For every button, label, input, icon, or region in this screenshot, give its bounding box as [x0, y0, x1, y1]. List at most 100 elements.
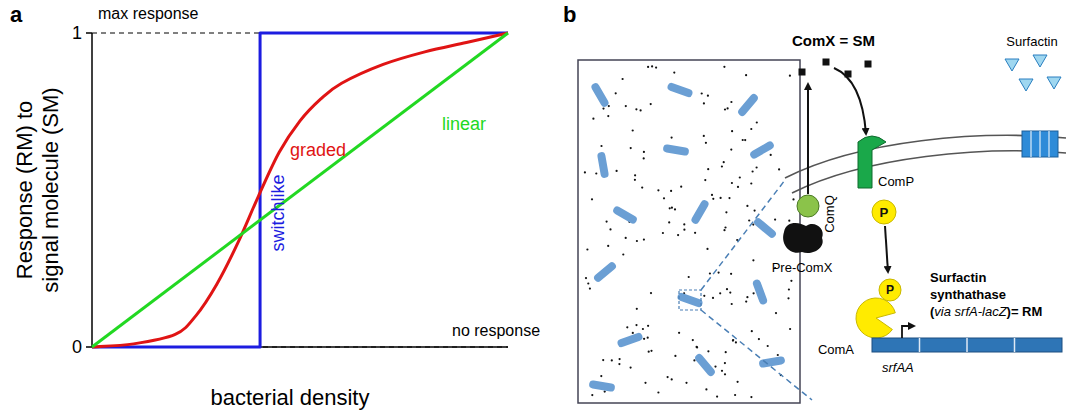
- gene: [872, 338, 1062, 352]
- signal-dot: [706, 248, 708, 250]
- signal-dot: [635, 324, 637, 326]
- signal-dot: [724, 362, 726, 364]
- signal-dot: [724, 226, 726, 228]
- signal-dot: [647, 337, 649, 339]
- bacterium: [676, 292, 703, 308]
- transporter: [1022, 131, 1058, 157]
- signal-dot: [719, 292, 721, 294]
- signal-dot: [622, 78, 624, 80]
- signal-dot: [742, 139, 744, 141]
- signal-dot: [732, 339, 734, 341]
- signal-dot: [589, 288, 591, 290]
- bacterium: [616, 332, 643, 348]
- promoter: [902, 326, 914, 338]
- signal-dot: [737, 186, 739, 188]
- signal-dot: [767, 345, 769, 347]
- signal-dot: [734, 394, 736, 396]
- x-axis-title: bacterial density: [211, 385, 370, 410]
- signal-dot: [732, 340, 734, 342]
- series-line: [92, 33, 508, 347]
- signal-dot: [723, 161, 725, 163]
- signal-dot: [657, 189, 659, 191]
- signal-dot: [640, 109, 642, 111]
- y-axis-title-line: signal molecule (SM): [38, 87, 63, 292]
- signal-dot: [787, 297, 789, 299]
- signal-dot: [731, 303, 733, 305]
- bacterium: [694, 352, 717, 377]
- signal-dot: [723, 66, 725, 68]
- series-line: [92, 33, 508, 347]
- signal-dot: [789, 75, 791, 77]
- series-label: switchlike: [268, 174, 288, 251]
- signal-dot: [756, 166, 758, 168]
- surfactin: [1019, 79, 1033, 91]
- signal-dot: [723, 229, 725, 231]
- signal-dot: [756, 121, 758, 123]
- signal-dot: [607, 115, 609, 117]
- signal-dot: [707, 350, 709, 352]
- signal-dot: [752, 259, 754, 261]
- pre-comx: [783, 223, 823, 253]
- signal-dot: [671, 378, 673, 380]
- signal-dot: [750, 182, 752, 184]
- signal-dot: [701, 92, 703, 94]
- signal-dot: [693, 359, 695, 361]
- transporter-divider: [1039, 131, 1040, 157]
- signal-dot: [711, 194, 713, 196]
- synthase-part: )= RM: [1007, 304, 1043, 319]
- signal-dot: [647, 325, 649, 327]
- bacterium: [749, 140, 776, 160]
- synthase-label: Surfactinsynthathase(via srfA-lacZ)= RM: [930, 270, 1042, 319]
- y-axis-title-line: Response (RM) to: [12, 101, 37, 280]
- signal-dot: [718, 272, 720, 274]
- signal-dot: [778, 168, 780, 170]
- signal-dot: [730, 273, 732, 275]
- surfactin: [1033, 55, 1047, 67]
- signal-dot: [651, 65, 653, 67]
- signal-dot: [707, 95, 709, 97]
- signal-dot: [777, 354, 779, 356]
- synthase-part: via srfA-lacZ: [934, 304, 1007, 319]
- signal-dot: [716, 396, 718, 398]
- signal-dot: [705, 388, 707, 390]
- surfactin: [1047, 77, 1061, 89]
- signal-dot: [753, 292, 755, 294]
- comq-label: ComQ: [822, 195, 837, 233]
- signal-dot: [618, 363, 620, 365]
- signal-dot: [792, 198, 794, 200]
- bacterium: [597, 152, 609, 179]
- signal-dot: [602, 359, 604, 361]
- signal-dot: [703, 102, 705, 104]
- signal-dot: [746, 205, 748, 207]
- signal-dot: [704, 179, 706, 181]
- signal-dot: [680, 186, 682, 188]
- synthase-line: (via srfA-lacZ)= RM: [930, 304, 1042, 319]
- signal-dot: [635, 108, 637, 110]
- bacterium: [592, 261, 617, 284]
- y-axis-title: Response (RM) tosignal molecule (SM): [12, 87, 63, 292]
- signal-dot: [750, 128, 752, 130]
- signal-dot: [744, 139, 746, 141]
- signal-dot: [712, 297, 714, 299]
- signal-dot: [643, 239, 645, 241]
- signal-dot: [625, 105, 627, 107]
- signal-dot: [591, 394, 593, 396]
- signal-dot: [674, 208, 676, 210]
- zoom-box: [679, 290, 701, 310]
- figure: amax responseno response01bacterial dens…: [0, 0, 1069, 414]
- signal-dot: [643, 157, 645, 159]
- synthase-line: synthathase: [930, 287, 1006, 302]
- signal-dot: [739, 176, 741, 178]
- signal-dot: [667, 376, 669, 378]
- signal-dot: [724, 108, 726, 110]
- signal-dot: [677, 234, 679, 236]
- signal-dot: [709, 272, 711, 274]
- bacterium: [690, 199, 710, 226]
- signal-dot: [615, 92, 617, 94]
- signal-dot: [669, 207, 671, 209]
- signal-dot: [735, 341, 737, 343]
- signal-dot: [634, 174, 636, 176]
- signal-dot: [688, 276, 690, 278]
- signal-dot: [650, 292, 652, 294]
- bacterium: [737, 92, 760, 117]
